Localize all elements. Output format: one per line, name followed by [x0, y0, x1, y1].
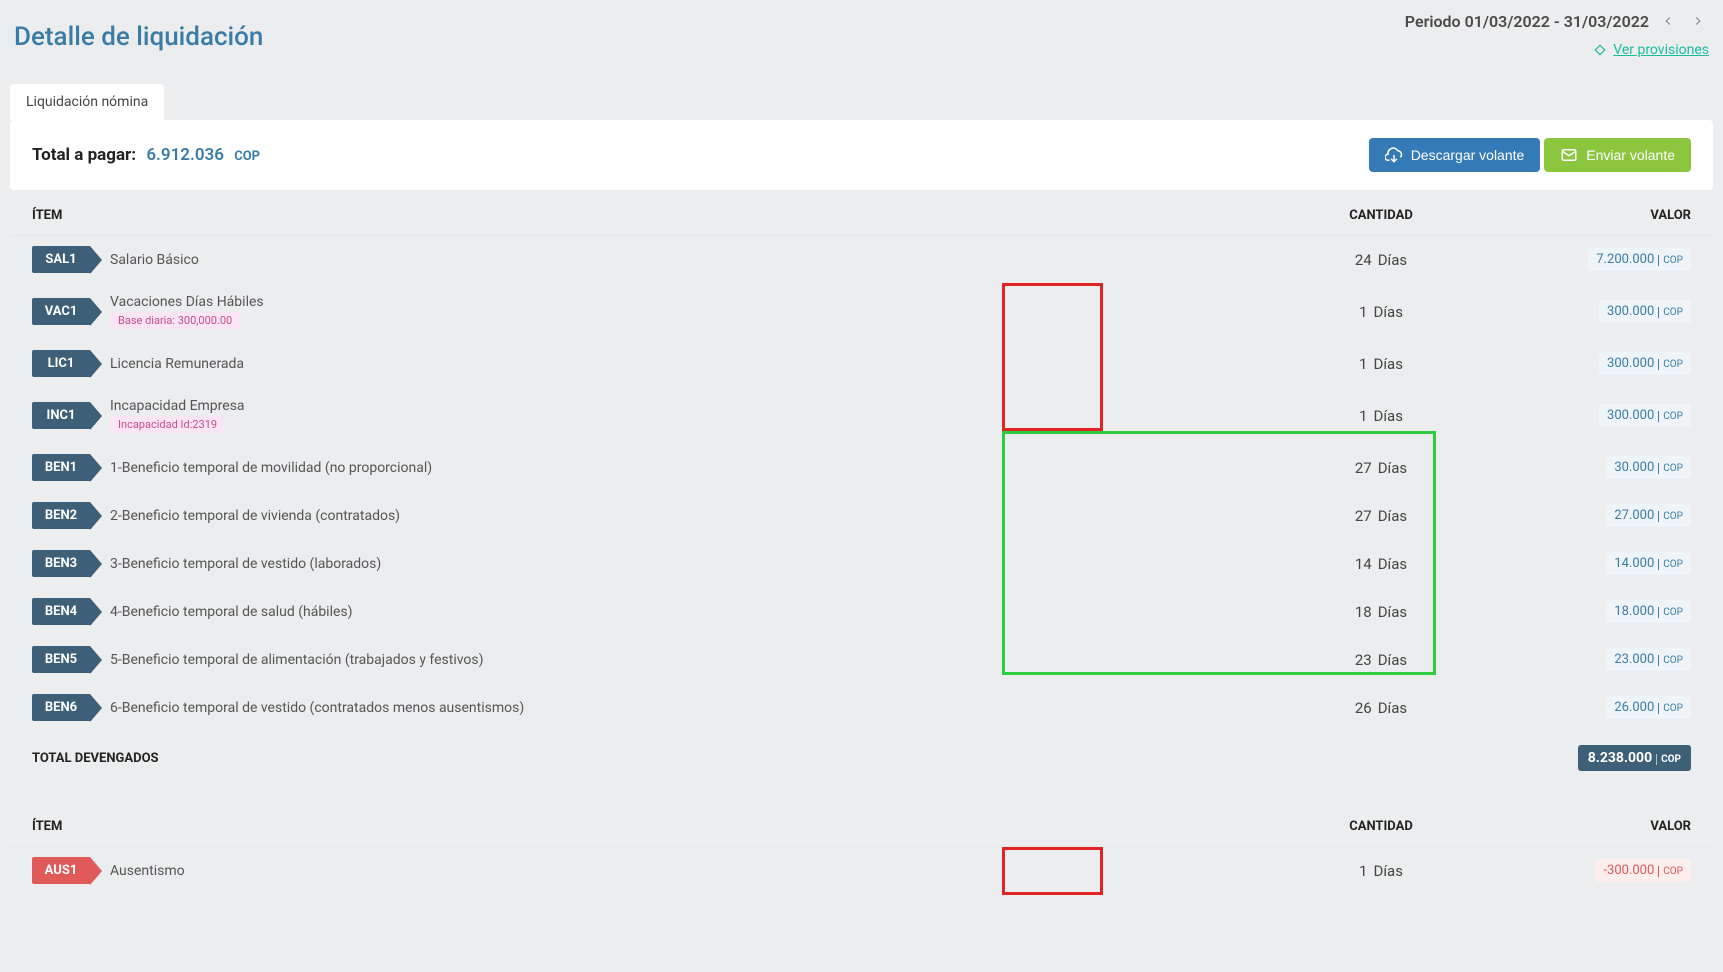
item-label: Salario Básico — [110, 252, 199, 268]
item-label: Licencia Remunerada — [110, 356, 244, 372]
item-label: 2-Beneficio temporal de vivienda (contra… — [110, 508, 400, 524]
item-sublabel: Base diaria: 300,000.00 — [110, 312, 240, 329]
amount-pill: 27.000COP — [1606, 504, 1691, 527]
item-code-tag: BEN2 — [32, 502, 90, 529]
enviar-volante-button[interactable]: Enviar volante — [1544, 138, 1691, 172]
table-row: BEN4 4-Beneficio temporal de salud (hábil… — [10, 588, 1713, 636]
table-row: SAL1 Salario Básico 24Días 7.200.000COP — [10, 236, 1713, 284]
item-code-tag: AUS1 — [32, 857, 90, 884]
download-cloud-icon — [1385, 146, 1403, 164]
col-item: ÍTEM — [32, 208, 1301, 223]
item-code-tag: BEN1 — [32, 454, 90, 481]
qty-cell: 27Días — [1301, 507, 1461, 525]
qty-cell: 26Días — [1301, 699, 1461, 717]
deductions-table: AUS1 Ausentismo 1Días -300.000COP — [10, 847, 1713, 894]
earnings-table: SAL1 Salario Básico 24Días 7.200.000COP VAC1… — [10, 236, 1713, 731]
amount-pill: 300.000COP — [1599, 352, 1691, 375]
table-row: LIC1 Licencia Remunerada 1Días 300.000COP — [10, 340, 1713, 388]
table-row: BEN3 3-Beneficio temporal de vestido (lab… — [10, 540, 1713, 588]
ver-provisiones-link[interactable]: Ver provisiones — [1593, 42, 1709, 58]
next-period-button[interactable] — [1687, 10, 1709, 32]
col-cantidad: CANTIDAD — [1301, 208, 1461, 223]
amount-pill: -300.000COP — [1595, 859, 1691, 882]
item-label: 3-Beneficio temporal de vestido (laborad… — [110, 556, 381, 572]
item-code-tag: BEN6 — [32, 694, 90, 721]
amount-pill: 300.000COP — [1599, 404, 1691, 427]
item-label: 1-Beneficio temporal de movilidad (no pr… — [110, 460, 432, 476]
qty-cell: 23Días — [1301, 651, 1461, 669]
item-code-tag: SAL1 — [32, 246, 90, 273]
total-devengados-label: TOTAL DEVENGADOS — [32, 751, 159, 766]
chevron-left-icon — [1661, 14, 1675, 28]
table-row: BEN6 6-Beneficio temporal de vestido (con… — [10, 684, 1713, 731]
qty-cell: 24Días — [1301, 251, 1461, 269]
item-code-tag: INC1 — [32, 402, 90, 429]
total-a-pagar: Total a pagar: 6.912.036 COP — [32, 145, 260, 165]
qty-cell: 1Días — [1301, 862, 1461, 880]
item-code-tag: LIC1 — [32, 350, 90, 377]
mail-icon — [1560, 146, 1578, 164]
tag-icon — [1593, 43, 1607, 57]
qty-cell: 27Días — [1301, 459, 1461, 477]
ver-provisiones-label: Ver provisiones — [1613, 42, 1709, 58]
item-label: Incapacidad Empresa — [110, 398, 245, 414]
descargar-volante-button[interactable]: Descargar volante — [1369, 138, 1541, 172]
period-label: Periodo 01/03/2022 - 31/03/2022 — [1405, 12, 1649, 31]
total-label: Total a pagar: — [32, 145, 136, 165]
amount-pill: 18.000COP — [1606, 600, 1691, 623]
item-label: Ausentismo — [110, 863, 185, 879]
table-row: BEN2 2-Beneficio temporal de vivienda (co… — [10, 492, 1713, 540]
item-label: 5-Beneficio temporal de alimentación (tr… — [110, 652, 484, 668]
table-row: VAC1 Vacaciones Días Hábiles Base diaria: … — [10, 284, 1713, 340]
chevron-right-icon — [1691, 14, 1705, 28]
col-valor: VALOR — [1461, 208, 1691, 223]
item-label: 4-Beneficio temporal de salud (hábiles) — [110, 604, 353, 620]
page-title: Detalle de liquidación — [14, 10, 263, 64]
qty-cell: 14Días — [1301, 555, 1461, 573]
amount-pill: 23.000COP — [1606, 648, 1691, 671]
descargar-volante-label: Descargar volante — [1411, 147, 1525, 163]
table-row: INC1 Incapacidad Empresa Incapacidad Id:23… — [10, 388, 1713, 444]
col-cantidad-2: CANTIDAD — [1301, 819, 1461, 834]
prev-period-button[interactable] — [1657, 10, 1679, 32]
col-valor-2: VALOR — [1461, 819, 1691, 834]
total-currency: COP — [234, 149, 260, 164]
qty-cell: 1Días — [1301, 407, 1461, 425]
amount-pill: 300.000COP — [1599, 300, 1691, 323]
table-row: AUS1 Ausentismo 1Días -300.000COP — [10, 847, 1713, 894]
col-item-2: ÍTEM — [32, 819, 1301, 834]
item-code-tag: BEN3 — [32, 550, 90, 577]
amount-pill: 30.000COP — [1606, 456, 1691, 479]
qty-cell: 1Días — [1301, 303, 1461, 321]
table-row: BEN1 1-Beneficio temporal de movilidad (n… — [10, 444, 1713, 492]
qty-cell: 1Días — [1301, 355, 1461, 373]
item-label: 6-Beneficio temporal de vestido (contrat… — [110, 700, 524, 716]
item-code-tag: VAC1 — [32, 298, 90, 325]
item-sublabel: Incapacidad Id:2319 — [110, 416, 225, 433]
item-code-tag: BEN5 — [32, 646, 90, 673]
table-row: BEN5 5-Beneficio temporal de alimentación… — [10, 636, 1713, 684]
amount-pill: 14.000COP — [1606, 552, 1691, 575]
total-amount: 6.912.036 — [146, 145, 224, 165]
qty-cell: 18Días — [1301, 603, 1461, 621]
amount-pill: 7.200.000COP — [1588, 248, 1691, 271]
total-devengados-amount: 8.238.000 COP — [1578, 745, 1691, 771]
amount-pill: 26.000COP — [1606, 696, 1691, 719]
item-label: Vacaciones Días Hábiles — [110, 294, 264, 310]
item-code-tag: BEN4 — [32, 598, 90, 625]
enviar-volante-label: Enviar volante — [1586, 147, 1675, 163]
tab-liquidacion-nomina[interactable]: Liquidación nómina — [10, 84, 164, 120]
